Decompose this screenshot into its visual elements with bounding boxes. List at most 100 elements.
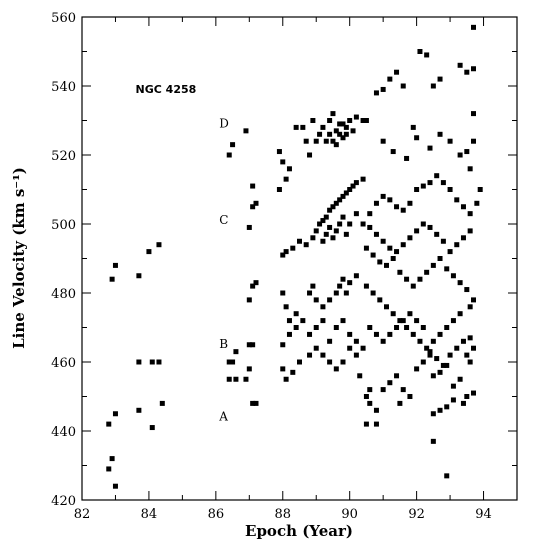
data-point [440,180,446,186]
data-point [280,366,286,372]
data-point [387,245,393,251]
data-point [250,400,256,406]
data-point [337,221,343,227]
feature-label: B [219,337,228,351]
data-point [464,394,470,399]
data-point [333,228,339,234]
data-point [377,259,383,265]
data-point [330,204,336,210]
data-point [444,266,450,272]
data-point [440,238,446,244]
data-point [340,193,346,199]
data-point [226,152,232,158]
data-point [430,83,436,89]
data-point [420,359,426,365]
data-point [112,483,118,489]
data-point [293,311,299,317]
data-point [156,359,162,365]
data-point [387,197,393,203]
data-point [404,325,410,330]
data-point [380,338,386,344]
data-point [283,176,289,182]
data-point [447,352,453,358]
data-point [394,373,400,379]
data-point [390,149,396,155]
data-point [397,400,403,406]
data-point [417,338,423,344]
data-point [283,249,289,255]
data-point [246,297,252,303]
data-point [317,131,323,137]
data-point [414,366,420,372]
data-point [430,338,436,344]
data-point [276,187,282,192]
data-point [320,304,326,310]
data-point [437,131,443,137]
data-point [350,128,356,134]
data-point [280,342,286,348]
y-tick-label: 540 [51,80,76,95]
data-point [464,287,470,293]
data-point [310,235,316,241]
data-point [373,407,379,413]
data-point [427,349,433,355]
data-point [444,473,450,479]
data-point [343,190,349,196]
data-point [457,376,463,382]
data-point [360,118,366,123]
data-point [290,245,296,251]
data-point [327,118,333,123]
data-point [410,331,416,337]
data-point [384,262,389,268]
annotations: NGC 4258 D C B A [136,83,229,424]
data-point [434,356,440,362]
data-point [373,200,379,206]
data-point [457,311,463,317]
data-point [430,438,436,444]
object-name-label: NGC 4258 [136,83,197,96]
data-point [313,297,319,303]
data-point [380,138,386,144]
data-point [397,269,403,275]
data-point [333,325,339,330]
data-point [323,231,329,237]
data-point [283,376,289,382]
data-point [136,273,142,279]
data-point [353,338,359,344]
data-point [233,376,239,382]
data-point [293,124,299,130]
data-point [313,325,319,330]
data-point [394,204,400,210]
x-tick-label: 90 [341,507,358,522]
data-point [303,138,309,144]
data-point [457,152,463,158]
data-point [327,207,333,213]
data-point [347,187,353,192]
data-point [300,124,306,130]
data-point [434,173,440,179]
data-point [380,387,386,393]
data-point [230,142,236,148]
data-point [414,135,420,141]
data-point [253,400,259,406]
data-point [390,311,396,317]
data-point [353,180,359,186]
data-point [363,118,369,123]
data-point [360,221,366,227]
data-point [457,62,463,68]
data-point [373,90,379,96]
data-point [400,207,406,213]
data-point [149,425,155,431]
data-point [343,290,349,296]
data-point [440,362,446,368]
feature-label: C [219,213,228,227]
data-point [280,159,286,165]
data-point [340,359,346,365]
data-point [424,269,430,275]
y-tick-label: 420 [51,494,76,509]
data-point [347,221,353,227]
data-point [420,325,426,330]
data-point [347,345,353,351]
data-point [340,276,346,282]
